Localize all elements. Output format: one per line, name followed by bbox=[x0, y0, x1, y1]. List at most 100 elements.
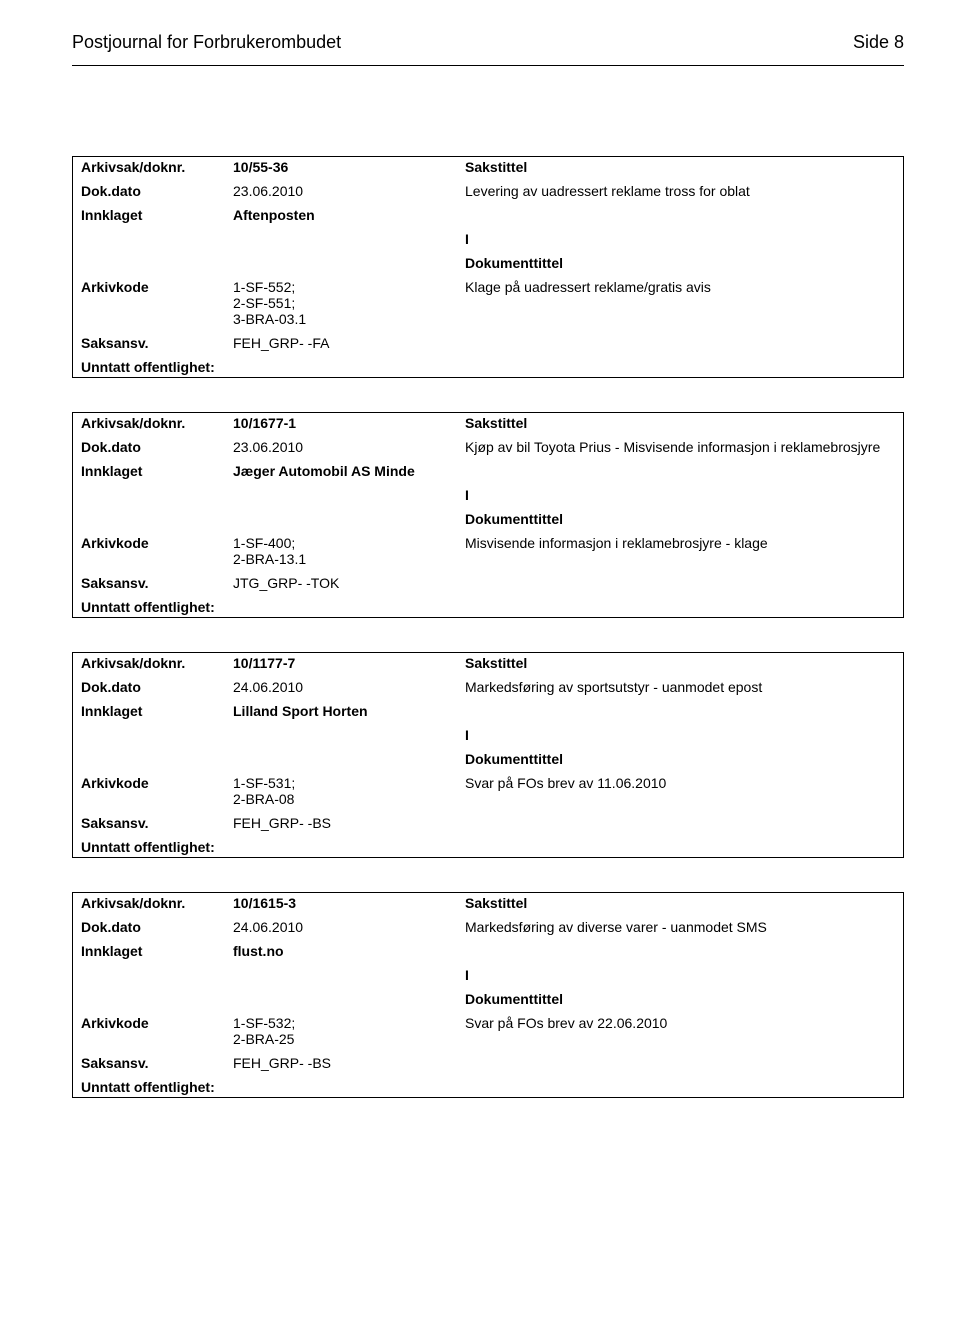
header: Postjournal for Forbrukerombudet Side 8 bbox=[72, 32, 904, 53]
label-arkivkode: Arkivkode bbox=[81, 1015, 233, 1031]
label-unntatt: Unntatt offentlighet: bbox=[81, 1079, 233, 1095]
record-row: Saksansv. JTG_GRP- -TOK bbox=[73, 571, 903, 595]
label-innklaget: Innklaget bbox=[81, 703, 233, 719]
record-row: Dok.dato 23.06.2010 Levering av uadresse… bbox=[73, 179, 903, 203]
label-saksansv: Saksansv. bbox=[81, 1055, 233, 1071]
label-arkivkode: Arkivkode bbox=[81, 535, 233, 551]
label-arkivkode: Arkivkode bbox=[81, 775, 233, 791]
record-row: Dokumenttittel bbox=[73, 747, 903, 771]
label-arkivsak: Arkivsak/doknr. bbox=[81, 415, 233, 431]
value-saksansv: JTG_GRP- -TOK bbox=[233, 575, 465, 591]
value-innklaget: Lilland Sport Horten bbox=[233, 703, 465, 719]
value-dokumenttittel: Klage på uadressert reklame/gratis avis bbox=[465, 279, 895, 295]
label-arkivsak: Arkivsak/doknr. bbox=[81, 895, 233, 911]
record-row: Innklaget Jæger Automobil AS Minde bbox=[73, 459, 903, 483]
label-arkivsak: Arkivsak/doknr. bbox=[81, 655, 233, 671]
label-unntatt: Unntatt offentlighet: bbox=[81, 839, 233, 855]
label-sakstittel: Sakstittel bbox=[465, 415, 895, 431]
value-arkivsak: 10/1677-1 bbox=[233, 415, 465, 431]
record-row: Dokumenttittel bbox=[73, 987, 903, 1011]
value-dokdato: 24.06.2010 bbox=[233, 919, 465, 935]
record-row: Arkivsak/doknr. 10/55-36 Sakstittel bbox=[73, 157, 903, 179]
label-i: I bbox=[465, 487, 895, 503]
label-i: I bbox=[465, 231, 895, 247]
value-sakstittel: Markedsføring av diverse varer - uanmode… bbox=[465, 919, 895, 935]
value-dokdato: 24.06.2010 bbox=[233, 679, 465, 695]
record-row: Dok.dato 24.06.2010 Markedsføring av spo… bbox=[73, 675, 903, 699]
record-row: I bbox=[73, 963, 903, 987]
label-unntatt: Unntatt offentlighet: bbox=[81, 599, 233, 615]
record-row: Dok.dato 24.06.2010 Markedsføring av div… bbox=[73, 915, 903, 939]
record: Arkivsak/doknr. 10/1177-7 Sakstittel Dok… bbox=[72, 652, 904, 858]
value-dokumenttittel: Svar på FOs brev av 22.06.2010 bbox=[465, 1015, 895, 1031]
value-arkivkode: 1-SF-532; 2-BRA-25 bbox=[233, 1015, 465, 1047]
record-row: Arkivsak/doknr. 10/1615-3 Sakstittel bbox=[73, 893, 903, 915]
value-sakstittel: Markedsføring av sportsutstyr - uanmodet… bbox=[465, 679, 895, 695]
record-row: Arkivsak/doknr. 10/1677-1 Sakstittel bbox=[73, 413, 903, 435]
record-row: Dokumenttittel bbox=[73, 507, 903, 531]
record: Arkivsak/doknr. 10/1615-3 Sakstittel Dok… bbox=[72, 892, 904, 1098]
record-row: Arkivkode 1-SF-552; 2-SF-551; 3-BRA-03.1… bbox=[73, 275, 903, 331]
record-row: Saksansv. FEH_GRP- -BS bbox=[73, 811, 903, 835]
label-i: I bbox=[465, 727, 895, 743]
record-row: Innklaget Aftenposten bbox=[73, 203, 903, 227]
record-row: Unntatt offentlighet: bbox=[73, 835, 903, 857]
record-row: Arkivkode 1-SF-400; 2-BRA-13.1 Misvisend… bbox=[73, 531, 903, 571]
record-row: Unntatt offentlighet: bbox=[73, 355, 903, 377]
value-saksansv: FEH_GRP- -FA bbox=[233, 335, 465, 351]
label-dokumenttittel: Dokumenttittel bbox=[465, 255, 895, 271]
label-innklaget: Innklaget bbox=[81, 943, 233, 959]
record: Arkivsak/doknr. 10/1677-1 Sakstittel Dok… bbox=[72, 412, 904, 618]
record-row: I bbox=[73, 227, 903, 251]
label-dokumenttittel: Dokumenttittel bbox=[465, 991, 895, 1007]
label-innklaget: Innklaget bbox=[81, 463, 233, 479]
label-i: I bbox=[465, 967, 895, 983]
label-sakstittel: Sakstittel bbox=[465, 655, 895, 671]
label-dokdato: Dok.dato bbox=[81, 183, 233, 199]
label-unntatt: Unntatt offentlighet: bbox=[81, 359, 233, 375]
value-arkivsak: 10/1177-7 bbox=[233, 655, 465, 671]
label-dokdato: Dok.dato bbox=[81, 679, 233, 695]
label-dokdato: Dok.dato bbox=[81, 919, 233, 935]
value-arkivsak: 10/1615-3 bbox=[233, 895, 465, 911]
value-saksansv: FEH_GRP- -BS bbox=[233, 1055, 465, 1071]
label-sakstittel: Sakstittel bbox=[465, 895, 895, 911]
value-innklaget: flust.no bbox=[233, 943, 465, 959]
label-arkivkode: Arkivkode bbox=[81, 279, 233, 295]
record-row: Innklaget flust.no bbox=[73, 939, 903, 963]
label-saksansv: Saksansv. bbox=[81, 815, 233, 831]
value-dokumenttittel: Svar på FOs brev av 11.06.2010 bbox=[465, 775, 895, 791]
label-arkivsak: Arkivsak/doknr. bbox=[81, 159, 233, 175]
record-row: I bbox=[73, 483, 903, 507]
record-row: Arkivsak/doknr. 10/1177-7 Sakstittel bbox=[73, 653, 903, 675]
value-dokumenttittel: Misvisende informasjon i reklamebrosjyre… bbox=[465, 535, 895, 551]
label-dokumenttittel: Dokumenttittel bbox=[465, 751, 895, 767]
record-row: Dok.dato 23.06.2010 Kjøp av bil Toyota P… bbox=[73, 435, 903, 459]
value-dokdato: 23.06.2010 bbox=[233, 183, 465, 199]
page-title: Postjournal for Forbrukerombudet bbox=[72, 32, 341, 53]
value-sakstittel: Kjøp av bil Toyota Prius - Misvisende in… bbox=[465, 439, 895, 455]
record-row: I bbox=[73, 723, 903, 747]
value-innklaget: Aftenposten bbox=[233, 207, 465, 223]
value-saksansv: FEH_GRP- -BS bbox=[233, 815, 465, 831]
label-saksansv: Saksansv. bbox=[81, 575, 233, 591]
value-dokdato: 23.06.2010 bbox=[233, 439, 465, 455]
record-row: Saksansv. FEH_GRP- -BS bbox=[73, 1051, 903, 1075]
value-arkivsak: 10/55-36 bbox=[233, 159, 465, 175]
label-saksansv: Saksansv. bbox=[81, 335, 233, 351]
label-dokumenttittel: Dokumenttittel bbox=[465, 511, 895, 527]
record: Arkivsak/doknr. 10/55-36 Sakstittel Dok.… bbox=[72, 156, 904, 378]
page-number: Side 8 bbox=[853, 32, 904, 53]
record-row: Arkivkode 1-SF-531; 2-BRA-08 Svar på FOs… bbox=[73, 771, 903, 811]
label-innklaget: Innklaget bbox=[81, 207, 233, 223]
value-arkivkode: 1-SF-400; 2-BRA-13.1 bbox=[233, 535, 465, 567]
value-sakstittel: Levering av uadressert reklame tross for… bbox=[465, 183, 895, 199]
record-row: Unntatt offentlighet: bbox=[73, 595, 903, 617]
record-row: Saksansv. FEH_GRP- -FA bbox=[73, 331, 903, 355]
value-arkivkode: 1-SF-531; 2-BRA-08 bbox=[233, 775, 465, 807]
label-sakstittel: Sakstittel bbox=[465, 159, 895, 175]
record-row: Unntatt offentlighet: bbox=[73, 1075, 903, 1097]
page: Postjournal for Forbrukerombudet Side 8 … bbox=[0, 0, 960, 1172]
record-row: Arkivkode 1-SF-532; 2-BRA-25 Svar på FOs… bbox=[73, 1011, 903, 1051]
label-dokdato: Dok.dato bbox=[81, 439, 233, 455]
